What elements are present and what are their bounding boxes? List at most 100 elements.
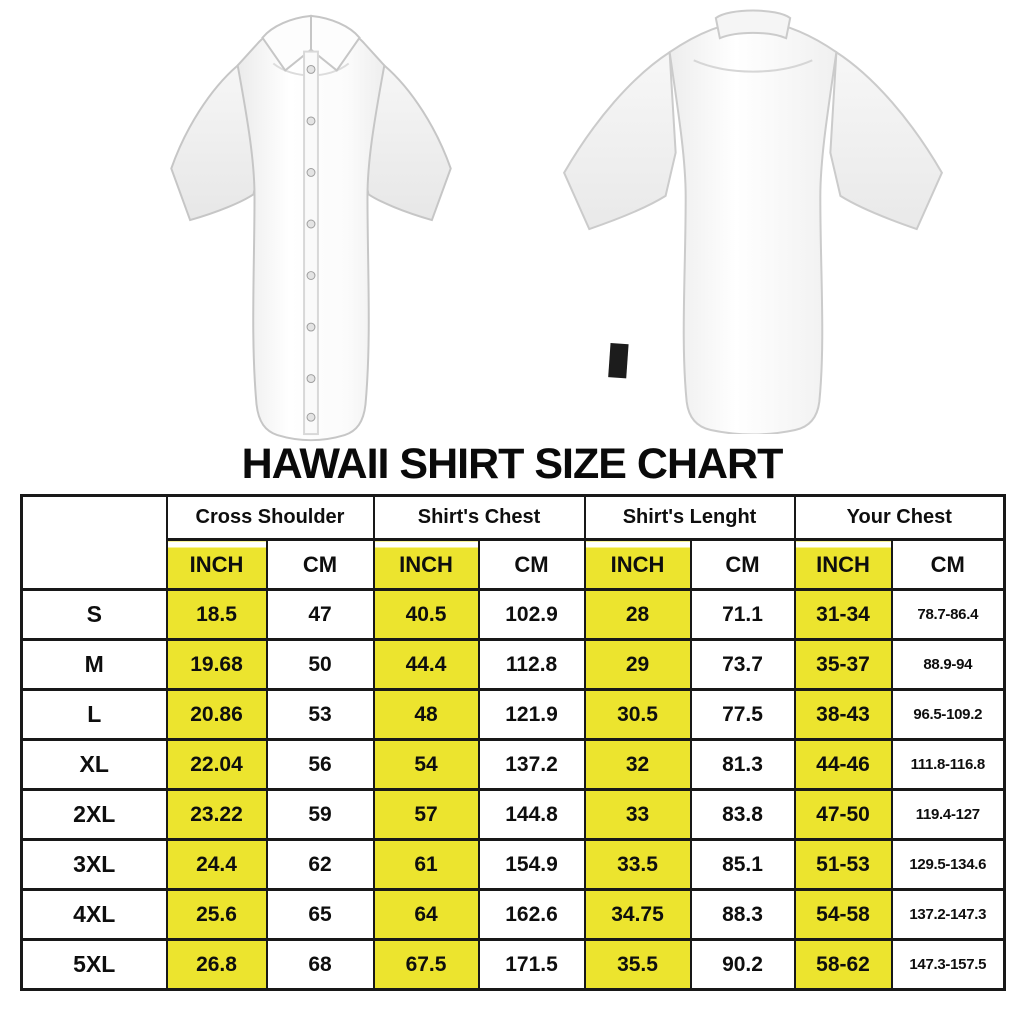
value-cell: 25.6 xyxy=(165,888,268,941)
yoke-seam xyxy=(693,59,813,73)
button-placket xyxy=(303,50,319,436)
back-shirt-image xyxy=(562,9,944,434)
unit-header-cm: CM xyxy=(265,538,375,591)
value-cell: 48 xyxy=(372,688,480,741)
size-cell: 3XL xyxy=(20,838,168,891)
value-cell: 137.2-147.3 xyxy=(890,888,1006,941)
unit-header-cm: CM xyxy=(890,538,1006,591)
value-cell: 102.9 xyxy=(477,588,586,641)
page-title: HAWAII SHIRT SIZE CHART xyxy=(241,440,784,488)
value-cell: 83.8 xyxy=(689,788,796,841)
value-cell: 62 xyxy=(265,838,375,891)
table-row: S 18.5 47 40.5 102.9 28 71.1 31-34 78.7-86.4 xyxy=(20,588,1006,641)
value-cell: 33 xyxy=(583,788,692,841)
table-row: M 19.68 50 44.4 112.8 29 73.7 35-37 88.9-94 xyxy=(20,638,1006,691)
value-cell: 40.5 xyxy=(372,588,480,641)
collar-left-flap xyxy=(261,14,312,72)
value-cell: 22.04 xyxy=(165,738,268,791)
value-cell: 65 xyxy=(265,888,375,941)
value-cell: 137.2 xyxy=(477,738,586,791)
value-cell: 51-53 xyxy=(793,838,893,891)
value-cell: 73.7 xyxy=(689,638,796,691)
value-cell: 32 xyxy=(583,738,692,791)
value-cell: 77.5 xyxy=(689,688,796,741)
value-cell: 38-43 xyxy=(793,688,893,741)
size-chart-table: Cross Shoulder Shirt's Chest Shirt's Len… xyxy=(20,494,1007,991)
value-cell: 34.75 xyxy=(583,888,692,941)
size-table-body: S 18.5 47 40.5 102.9 28 71.1 31-34 78.7-86.4 M 19.… xyxy=(20,588,1006,991)
value-cell: 147.3-157.5 xyxy=(890,938,1006,991)
table-row: 2XL 23.22 59 57 144.8 33 83.8 47-50 119.4-127 xyxy=(20,788,1006,841)
unit-header-row: INCH CM INCH CM INCH CM INCH CM xyxy=(22,538,1006,591)
value-cell: 59 xyxy=(265,788,375,841)
value-cell: 171.5 xyxy=(477,938,586,991)
back-collar-band xyxy=(714,9,792,40)
shirt-buttons xyxy=(306,64,316,422)
value-cell: 23.22 xyxy=(165,788,268,841)
unit-header-inch: INCH xyxy=(793,538,893,591)
value-cell: 57 xyxy=(372,788,480,841)
value-cell: 47 xyxy=(265,588,375,641)
unit-header-inch: INCH xyxy=(372,538,480,591)
value-cell: 88.3 xyxy=(689,888,796,941)
size-cell: L xyxy=(20,688,168,741)
value-cell: 29 xyxy=(583,638,692,691)
value-cell: 78.7-86.4 xyxy=(890,588,1006,641)
value-cell: 28 xyxy=(583,588,692,641)
group-header-shirts-lenght: Shirt's Lenght xyxy=(583,494,796,541)
front-left-sleeve xyxy=(170,63,263,222)
corner-cell xyxy=(20,494,168,591)
back-body xyxy=(668,19,838,434)
group-header-your-chest: Your Chest xyxy=(793,494,1006,541)
value-cell: 154.9 xyxy=(477,838,586,891)
value-cell: 85.1 xyxy=(689,838,796,891)
collar-right-flap xyxy=(310,14,361,72)
back-right-sleeve xyxy=(829,50,944,231)
value-cell: 56 xyxy=(265,738,375,791)
size-cell: XL xyxy=(20,738,168,791)
value-cell: 18.5 xyxy=(165,588,268,641)
value-cell: 162.6 xyxy=(477,888,586,941)
value-cell: 81.3 xyxy=(689,738,796,791)
unit-header-cm: CM xyxy=(689,538,796,591)
table-row: L 20.86 53 48 121.9 30.5 77.5 38-43 96.5-109.2 xyxy=(20,688,1006,741)
table-row: XL 22.04 56 54 137.2 32 81.3 44-46 111.8-116.8 xyxy=(20,738,1006,791)
front-right-sleeve xyxy=(359,63,452,222)
value-cell: 64 xyxy=(372,888,480,941)
table-row: 5XL 26.8 68 67.5 171.5 35.5 90.2 58-62 147.3-157… xyxy=(20,938,1006,991)
value-cell: 44.4 xyxy=(372,638,480,691)
value-cell: 33.5 xyxy=(583,838,692,891)
value-cell: 26.8 xyxy=(165,938,268,991)
value-cell: 35-37 xyxy=(793,638,893,691)
table-row: 4XL 25.6 65 64 162.6 34.75 88.3 54-58 137.2-147.… xyxy=(20,888,1006,941)
value-cell: 144.8 xyxy=(477,788,586,841)
value-cell: 68 xyxy=(265,938,375,991)
value-cell: 20.86 xyxy=(165,688,268,741)
size-cell: 2XL xyxy=(20,788,168,841)
value-cell: 31-34 xyxy=(793,588,893,641)
value-cell: 111.8-116.8 xyxy=(890,738,1006,791)
unit-header-cm: CM xyxy=(477,538,586,591)
value-cell: 61 xyxy=(372,838,480,891)
value-cell: 54-58 xyxy=(793,888,893,941)
unit-header-inch: INCH xyxy=(165,538,268,591)
size-cell: 4XL xyxy=(20,888,168,941)
group-header-row: Cross Shoulder Shirt's Chest Shirt's Len… xyxy=(20,494,1006,591)
value-cell: 121.9 xyxy=(477,688,586,741)
value-cell: 129.5-134.6 xyxy=(890,838,1006,891)
back-left-sleeve xyxy=(562,50,677,231)
front-shirt-image xyxy=(170,14,452,442)
value-cell: 19.68 xyxy=(165,638,268,691)
value-cell: 50 xyxy=(265,638,375,691)
value-cell: 90.2 xyxy=(689,938,796,991)
size-cell: S xyxy=(20,588,168,641)
group-header-shirts-chest: Shirt's Chest xyxy=(372,494,586,541)
group-header-cross-shoulder: Cross Shoulder xyxy=(165,494,375,541)
size-cell: M xyxy=(20,638,168,691)
value-cell: 96.5-109.2 xyxy=(890,688,1006,741)
value-cell: 112.8 xyxy=(477,638,586,691)
hem-tag xyxy=(608,342,629,379)
value-cell: 30.5 xyxy=(583,688,692,741)
value-cell: 24.4 xyxy=(165,838,268,891)
